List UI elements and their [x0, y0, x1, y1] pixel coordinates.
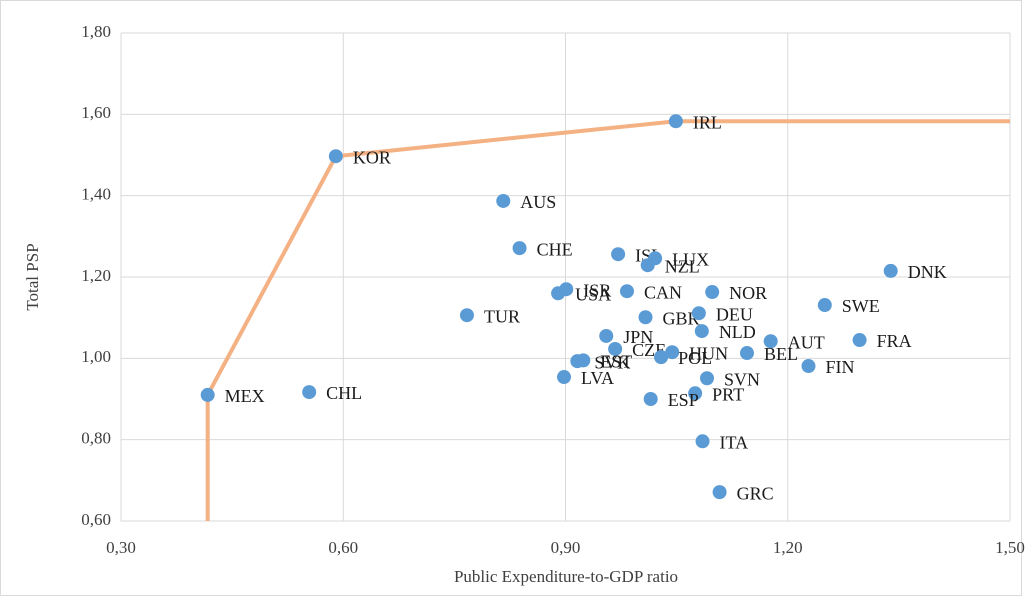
point-label: GRC [737, 483, 774, 503]
point-label: BEL [764, 344, 798, 364]
data-point [705, 285, 720, 300]
data-point [817, 298, 832, 313]
point-label: AUT [788, 332, 825, 352]
point-label: SWE [842, 296, 880, 316]
data-point [608, 341, 623, 356]
data-point [763, 334, 778, 349]
point-label: NOR [729, 283, 767, 303]
point-label: CAN [644, 282, 682, 302]
y-tick-label: 1,00 [81, 347, 111, 366]
point-label: DEU [716, 304, 753, 324]
data-point [512, 241, 527, 256]
data-point [688, 386, 703, 401]
data-point [200, 387, 215, 402]
data-point [695, 434, 710, 449]
point-label: LUX [672, 249, 709, 269]
data-point [740, 346, 755, 361]
point-label: MEX [225, 386, 265, 406]
data-point [611, 247, 626, 262]
data-point [694, 324, 709, 339]
point-label: PRT [712, 384, 744, 404]
point-label: USA [575, 284, 611, 304]
data-point [328, 149, 343, 164]
point-label: IRL [693, 112, 722, 132]
point-label: CHL [326, 383, 362, 403]
point-label: ESP [668, 390, 699, 410]
y-tick-label: 1,20 [81, 266, 111, 285]
data-point [852, 333, 867, 348]
y-axis-label: Total PSP [23, 243, 42, 310]
data-point [576, 353, 591, 368]
point-label: NLD [719, 322, 756, 342]
data-point [638, 310, 653, 325]
data-point [459, 308, 474, 323]
y-tick-label: 0,80 [81, 429, 111, 448]
point-label: NZL [665, 256, 700, 276]
x-tick-label: 1,50 [995, 538, 1025, 557]
y-tick-label: 1,40 [81, 185, 111, 204]
y-tick-label: 0,60 [81, 510, 111, 529]
y-tick-label: 1,80 [81, 22, 111, 41]
data-point [619, 284, 634, 299]
point-label: FIN [825, 357, 854, 377]
data-point [712, 485, 727, 500]
point-label: GBR [663, 308, 700, 328]
x-tick-label: 1,20 [773, 538, 803, 557]
data-point [551, 286, 566, 301]
data-point [643, 392, 658, 406]
x-tick-label: 0,60 [328, 538, 358, 557]
point-label: HUN [689, 343, 728, 363]
point-label: ITA [720, 432, 749, 452]
data-point [654, 350, 669, 365]
point-label: AUS [520, 192, 556, 212]
point-label: SVK [594, 352, 630, 372]
data-point [801, 359, 816, 374]
point-label: FRA [877, 331, 912, 351]
data-point [557, 370, 572, 385]
data-point [883, 263, 898, 278]
data-point [496, 193, 511, 208]
point-label: KOR [353, 147, 391, 167]
point-label: POL [678, 348, 712, 368]
data-point [640, 258, 655, 273]
x-tick-label: 0,90 [551, 538, 581, 557]
point-label: SVN [724, 369, 760, 389]
data-point [665, 345, 680, 360]
point-label: CHE [537, 239, 573, 259]
point-label: JPN [623, 327, 653, 347]
data-point [699, 371, 714, 386]
data-point [691, 306, 706, 321]
point-label: TUR [484, 306, 520, 326]
point-label: EST [600, 351, 632, 371]
point-label: DNK [908, 262, 947, 282]
data-point [599, 328, 614, 343]
y-tick-label: 1,60 [81, 103, 111, 122]
data-point [668, 114, 683, 129]
point-label: LVA [581, 368, 614, 388]
data-point [302, 385, 317, 400]
x-axis-label: Public Expenditure-to-GDP ratio [454, 567, 678, 586]
point-label: ISR [583, 280, 611, 300]
x-tick-label: 0,30 [106, 538, 136, 557]
